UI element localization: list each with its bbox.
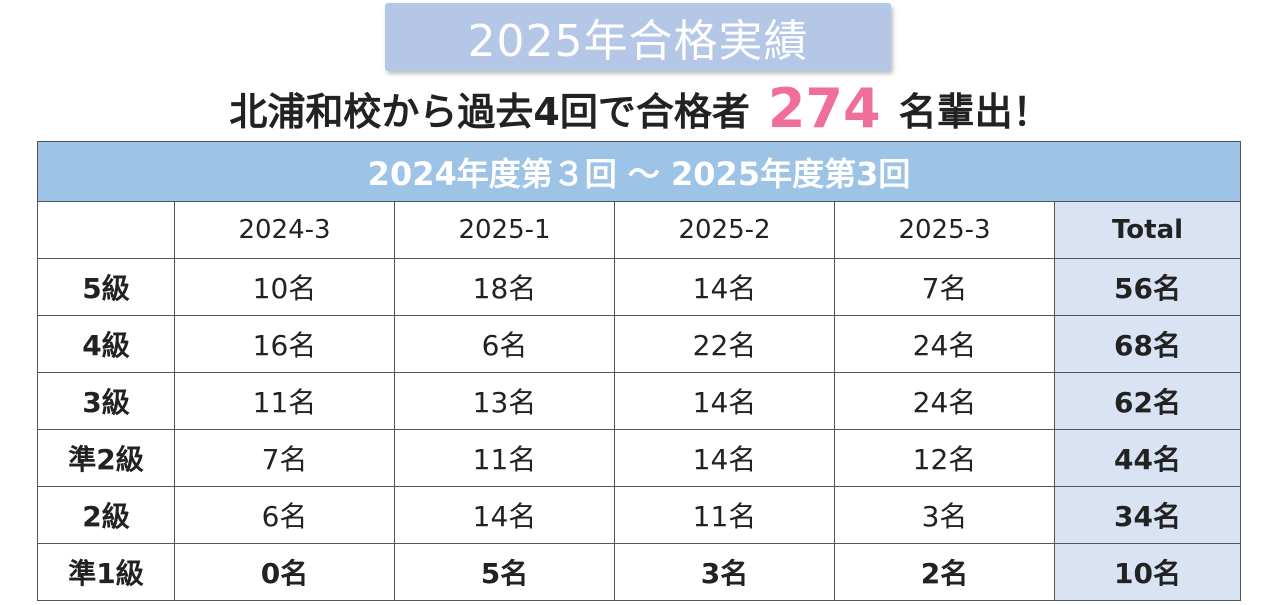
table-cell: 24名 [834,372,1055,430]
table-cell: 0名 [174,543,395,601]
table-cell: 24名 [834,315,1055,373]
table-cell: 7名 [174,429,395,487]
grade-label: 3級 [37,372,175,430]
table-row: 準2級 7名 11名 14名 12名 44名 [37,429,1242,487]
table-cell: 13名 [394,372,615,430]
corner-cell [37,201,175,259]
total-cell: 56名 [1053,258,1242,316]
total-column-header: Total [1053,201,1242,259]
table-cell: 3名 [614,543,835,601]
column-header: 2025-1 [394,201,615,259]
table-cell: 6名 [394,315,615,373]
grade-label: 5級 [37,258,175,316]
page-banner: 2025年合格実績 [385,3,891,71]
table-cell: 3名 [834,486,1055,544]
grade-label: 4級 [37,315,175,373]
period-header: 2024年度第３回 〜 2025年度第3回 [36,141,1242,202]
column-header: 2025-2 [614,201,835,259]
table-cell: 22名 [614,315,835,373]
column-header: 2025-3 [834,201,1055,259]
table-cell: 11名 [394,429,615,487]
table-row: 4級 16名 6名 22名 24名 68名 [37,315,1242,373]
table-row: 3級 11名 13名 14名 24名 62名 [37,372,1242,430]
grade-label: 準2級 [37,429,175,487]
table-cell: 18名 [394,258,615,316]
table-cell: 16名 [174,315,395,373]
column-header: 2024-3 [174,201,395,259]
table-row: 5級 10名 18名 14名 7名 56名 [37,258,1242,316]
table-cell: 7名 [834,258,1055,316]
total-cell: 34名 [1053,486,1242,544]
table-cell: 14名 [394,486,615,544]
table-cell: 14名 [614,258,835,316]
grade-label: 準1級 [37,543,175,601]
table-cell: 10名 [174,258,395,316]
table-cell: 11名 [174,372,395,430]
headline-suffix: 名輩出！ [898,89,1051,134]
table-cell: 14名 [614,429,835,487]
headline-count: 274 [767,76,881,140]
table-cell: 5名 [394,543,615,601]
banner-title: 2025年合格実績 [467,16,809,67]
table-cell: 11名 [614,486,835,544]
table-row: 準1級 0名 5名 3名 2名 10名 [37,543,1242,601]
table-row: 2級 6名 14名 11名 3名 34名 [37,486,1242,544]
total-cell: 62名 [1053,372,1242,430]
table-cell: 14名 [614,372,835,430]
total-cell: 44名 [1053,429,1242,487]
headline: 北浦和校から過去4回で合格者 274 名輩出！ [0,76,1280,140]
table-cell: 12名 [834,429,1055,487]
table-cell: 2名 [834,543,1055,601]
total-cell: 10名 [1053,543,1242,601]
headline-prefix: 北浦和校から過去4回で合格者 [229,89,750,134]
grade-label: 2級 [37,486,175,544]
total-cell: 68名 [1053,315,1242,373]
table-cell: 6名 [174,486,395,544]
results-table: 2024年度第３回 〜 2025年度第3回 2024-3 2025-1 2025… [36,141,1242,601]
